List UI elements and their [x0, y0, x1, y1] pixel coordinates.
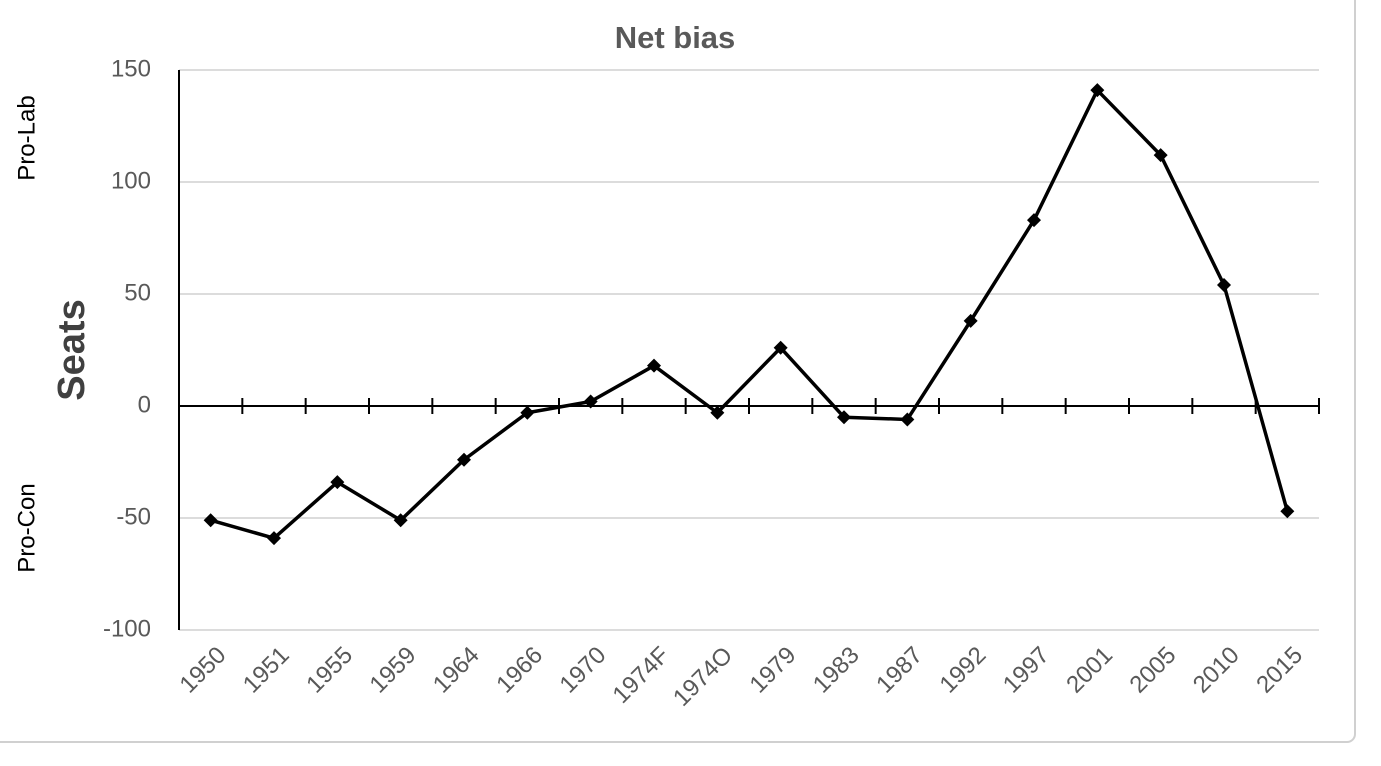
x-tick-label: 1966: [491, 642, 548, 699]
x-tick-label: 1951: [238, 642, 295, 699]
y-tick-label: 50: [124, 279, 151, 306]
x-tick-label: 1964: [428, 642, 485, 699]
chart-title: Net bias: [615, 20, 736, 55]
x-tick-label: 1959: [365, 642, 422, 699]
marker: [330, 475, 345, 490]
x-tick-label: 2005: [1125, 642, 1182, 699]
marker: [1153, 148, 1168, 163]
x-tick-label: 2015: [1251, 642, 1308, 699]
line: [210, 88, 1290, 540]
annotation: Pro-Lab: [13, 95, 40, 180]
y-tick-label: 100: [111, 167, 151, 194]
marker: [267, 531, 281, 546]
frame: [0, 0, 1356, 743]
marker: [1027, 213, 1041, 228]
marker: [837, 410, 851, 425]
y-axis-label: Seats: [51, 299, 93, 400]
x-tick-label: 1970: [555, 642, 612, 699]
annotation: Pro-Con: [13, 483, 40, 572]
x-tick-label: 1987: [871, 642, 928, 699]
x-tick-label: 1997: [998, 642, 1055, 699]
marker: [457, 452, 471, 467]
x-tick-label: 2001: [1061, 642, 1118, 699]
marker: [1217, 278, 1231, 293]
x-tick-label: 1974O: [668, 642, 738, 712]
marker: [583, 394, 598, 409]
marker: [963, 313, 978, 328]
x-tick-label: 2010: [1188, 642, 1245, 699]
x-tick-label: 1974F: [608, 642, 675, 709]
marker: [520, 405, 535, 420]
marker: [773, 340, 788, 355]
x-tick-label: 1950: [175, 642, 232, 699]
marker: [203, 513, 218, 528]
marker: [647, 358, 661, 373]
x-tick-label: 1992: [935, 642, 992, 699]
x-tick-label: 1983: [808, 642, 865, 699]
x-tick-label: 1955: [301, 642, 358, 699]
marker: [393, 513, 408, 528]
y-tick-label: 0: [138, 391, 151, 418]
y-tick-label: -100: [103, 615, 151, 642]
marker: [710, 405, 725, 420]
marker: [1280, 504, 1295, 519]
y-tick-label: 150: [111, 55, 151, 82]
x-tick-label: 1979: [745, 642, 802, 699]
y-tick-label: -50: [116, 503, 151, 530]
marker: [1090, 83, 1105, 98]
marker: [900, 412, 915, 427]
